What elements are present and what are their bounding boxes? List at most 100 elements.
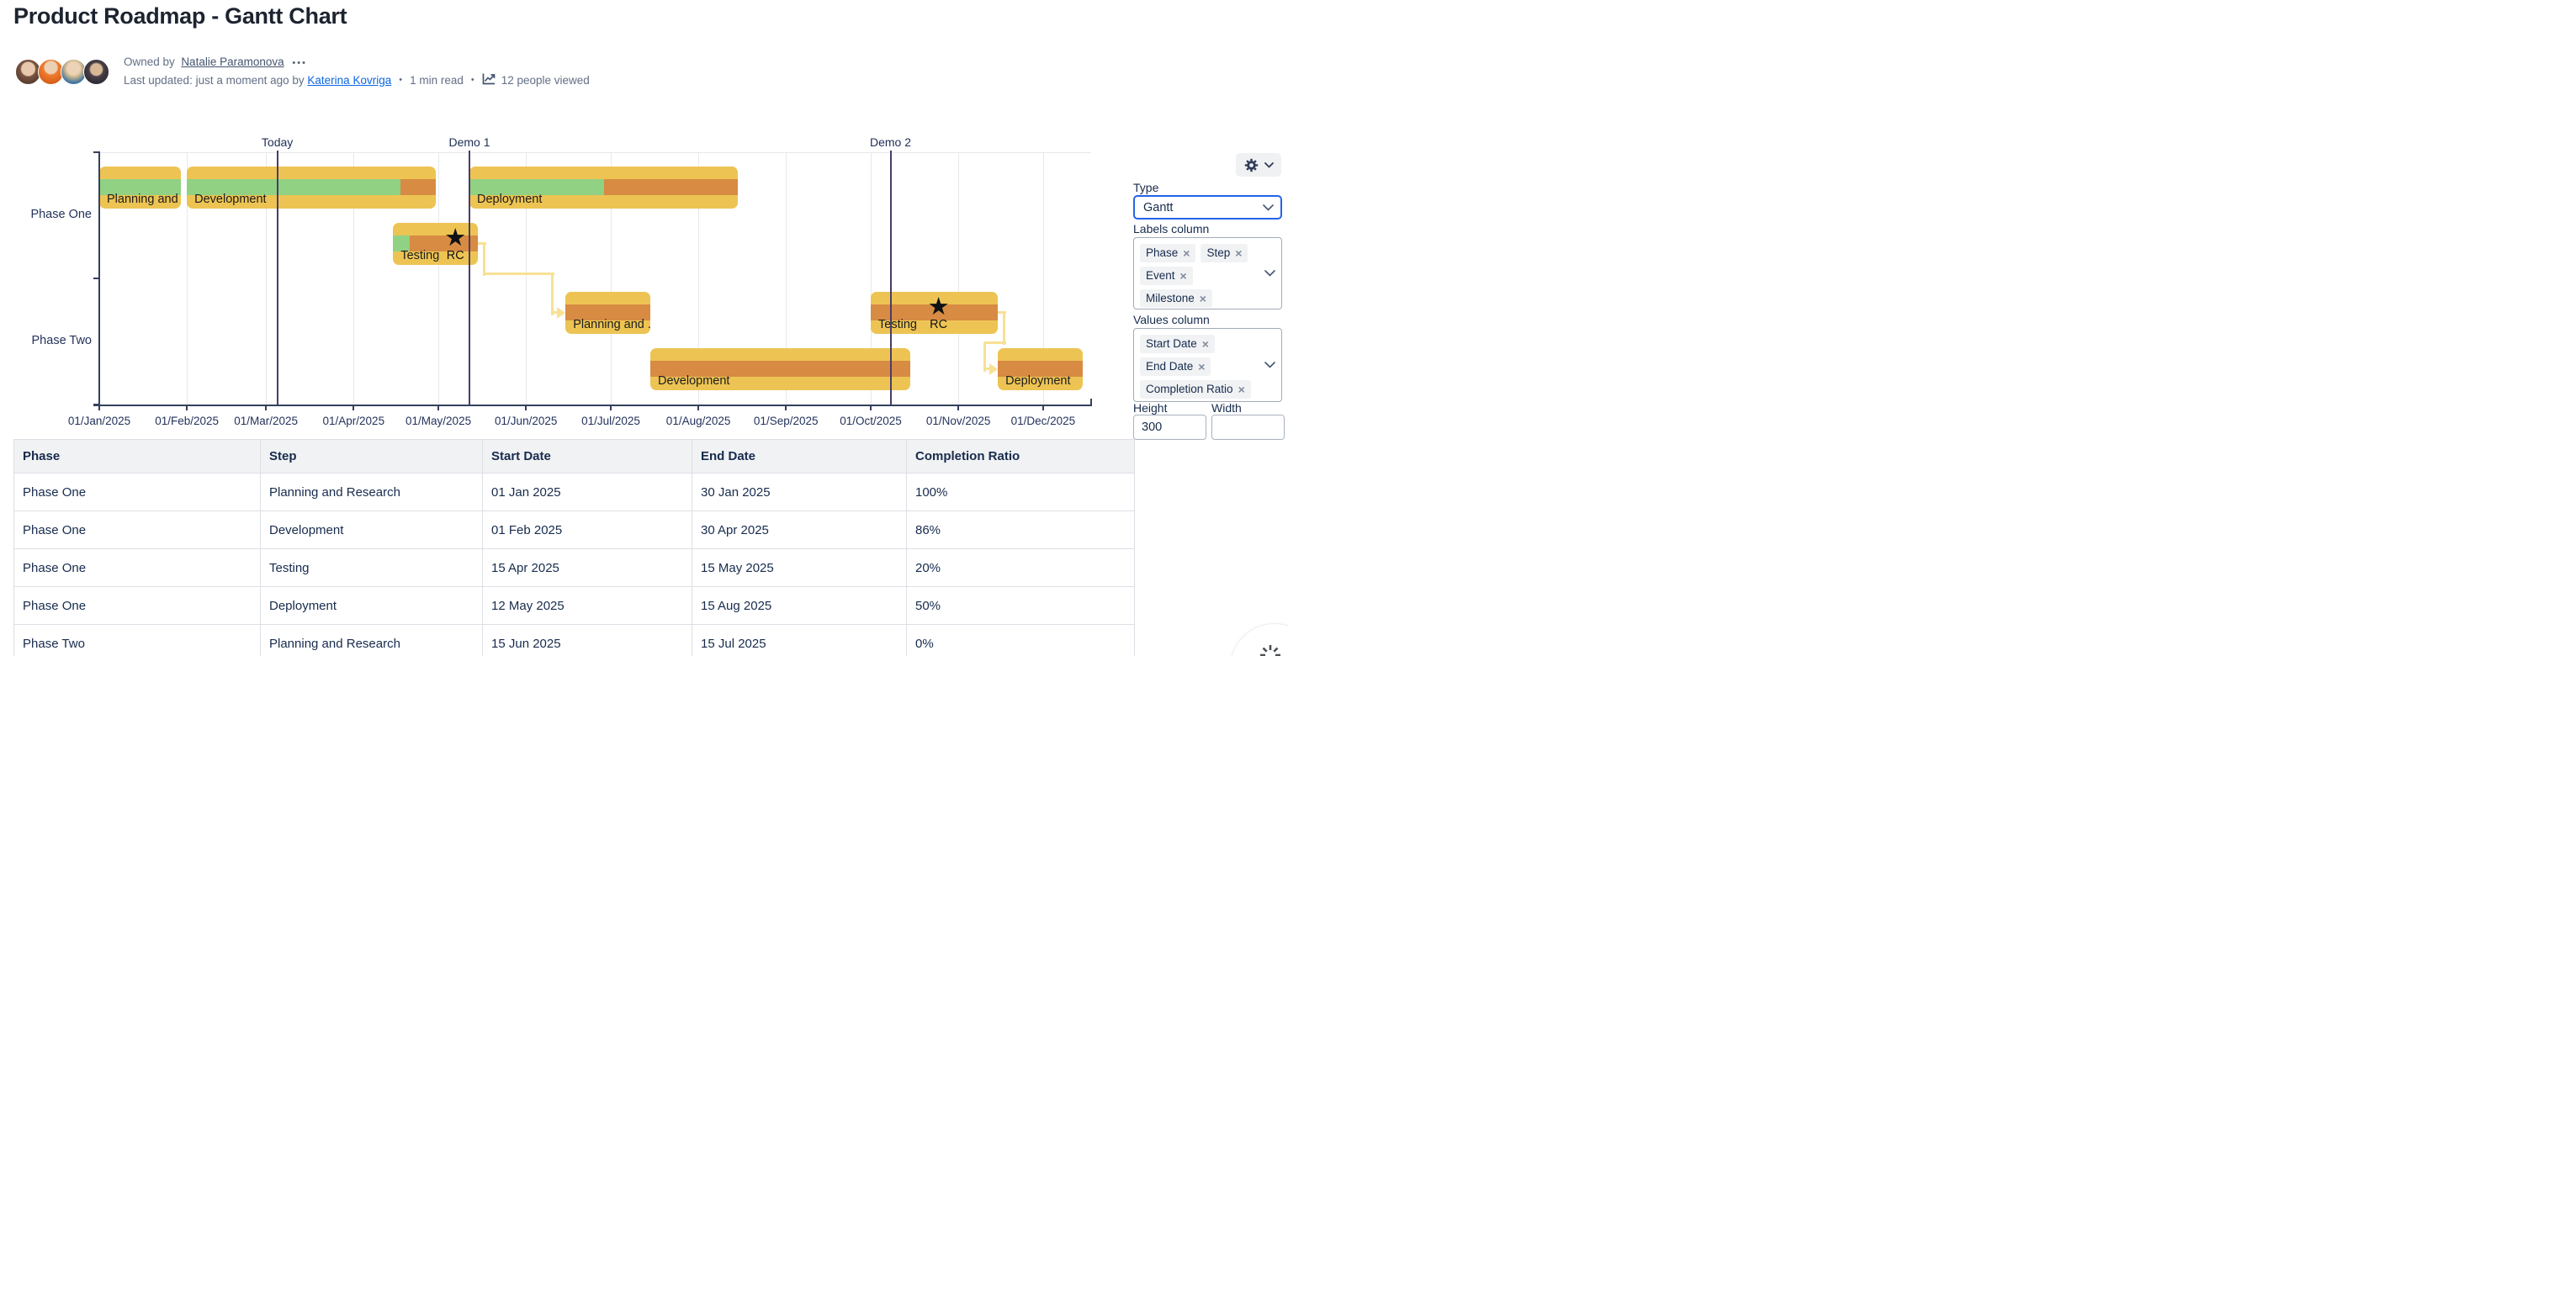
page-title: Product Roadmap - Gantt Chart: [13, 3, 347, 29]
gantt-progress-remaining: [604, 179, 739, 195]
chip-remove-icon[interactable]: ×: [1238, 382, 1245, 396]
avatar[interactable]: [38, 59, 64, 85]
milestone-star-icon[interactable]: ★: [444, 225, 467, 251]
chip-remove-icon[interactable]: ×: [1198, 359, 1206, 373]
connector-segment: [482, 243, 485, 276]
cell-end-date: 15 May 2025: [692, 548, 907, 587]
chip-label: End Date: [1146, 359, 1194, 373]
avatar[interactable]: [83, 59, 109, 85]
table-header-row: Phase Step Start Date End Date Completio…: [13, 439, 1135, 473]
connector-segment: [984, 368, 994, 370]
labels-column-multiselect[interactable]: Phase × Step × Event × Milestone ×: [1133, 237, 1282, 309]
table-row: Phase One Development 01 Feb 2025 30 Apr 20…: [13, 511, 1135, 549]
x-tick-label: 01/Mar/2025: [234, 415, 299, 427]
connector-segment: [983, 342, 986, 372]
gantt-bar[interactable]: Planning and ...: [99, 167, 182, 209]
gantt-bar[interactable]: Planning and ...: [565, 292, 650, 334]
connector-segment: [998, 311, 1007, 314]
values-column-multiselect[interactable]: Start Date × End Date × Completion Ratio ×: [1133, 328, 1282, 402]
x-tick-label: 01/Dec/2025: [1010, 415, 1076, 427]
milestone-label: RC: [930, 318, 948, 331]
gantt-grid-line: [526, 152, 527, 405]
cell-step: Development: [260, 511, 483, 549]
x-axis-line: [93, 405, 1092, 406]
x-tick-label: 01/Feb/2025: [155, 415, 220, 427]
gantt-progress-done: [469, 179, 605, 195]
x-tick-label: 01/Nov/2025: [925, 415, 991, 427]
gantt-bar[interactable]: Deployment: [469, 167, 739, 209]
gantt-bar-label: Testing: [878, 318, 917, 331]
x-axis-tick: [352, 405, 355, 410]
chip-remove-icon[interactable]: ×: [1199, 291, 1206, 305]
chip-label: Completion Ratio: [1146, 382, 1233, 395]
chip-remove-icon[interactable]: ×: [1179, 268, 1187, 283]
avatar[interactable]: [15, 59, 41, 85]
milestone-star-icon[interactable]: ★: [927, 294, 950, 320]
x-axis-tick: [785, 405, 787, 410]
x-axis-tick: [609, 405, 612, 410]
gantt-grid-line: [698, 152, 700, 405]
chip-remove-icon[interactable]: ×: [1201, 336, 1209, 351]
connector-segment: [484, 272, 555, 275]
gantt-bar-label: Development: [194, 193, 267, 206]
height-label: Height: [1133, 401, 1168, 415]
chip-remove-icon[interactable]: ×: [1235, 246, 1243, 260]
gantt-progress-remaining: [871, 304, 999, 320]
column-header-end-date: End Date: [692, 439, 907, 473]
cell-phase: Phase One: [13, 473, 261, 511]
gantt-markers-layer: Today Demo 1 Demo 2: [0, 0, 1288, 437]
gantt-bar[interactable]: Testing: [393, 223, 479, 265]
chip-label: Step: [1206, 246, 1231, 259]
gantt-bar[interactable]: Deployment: [998, 348, 1083, 390]
loading-bubble: [1230, 623, 1288, 656]
height-input[interactable]: [1133, 415, 1206, 440]
owner-link[interactable]: Natalie Paramonova: [181, 56, 284, 68]
gantt-bar-label: Deployment: [477, 193, 543, 206]
x-axis-tick: [98, 405, 100, 410]
more-options-dots[interactable]: •••: [292, 58, 307, 68]
gantt-grid-line: [438, 152, 440, 405]
chevron-down-icon: [1263, 201, 1274, 214]
chevron-down-icon[interactable]: [1264, 266, 1275, 281]
chevron-down-icon[interactable]: [1264, 357, 1275, 373]
cell-step: Deployment: [260, 586, 483, 625]
x-axis-tick: [957, 405, 960, 410]
loading-spinner-icon: [1260, 645, 1280, 656]
width-input[interactable]: [1211, 415, 1285, 440]
gantt-progress-remaining: [410, 235, 479, 251]
connector-segment: [550, 273, 554, 315]
values-column-label: Values column: [1133, 313, 1210, 326]
cell-end-date: 30 Jan 2025: [692, 473, 907, 511]
x-tick-label: 01/Sep/2025: [753, 415, 819, 427]
gantt-bar[interactable]: Development: [187, 167, 436, 209]
x-axis-end-tick: [1090, 399, 1092, 405]
cell-step: Testing: [260, 548, 483, 587]
marker-line: [276, 151, 278, 405]
marker-line: [889, 151, 892, 405]
marker-label: Today: [261, 135, 294, 149]
gantt-bar[interactable]: Testing: [871, 292, 999, 334]
dot-separator: •: [399, 75, 403, 85]
gantt-axis-layer: 01/Jan/2025 01/Feb/2025 01/Mar/2025 01/Apr/…: [0, 0, 1288, 437]
width-label: Width: [1211, 401, 1242, 415]
phase-label: Phase One: [30, 208, 92, 221]
macro-settings-button[interactable]: [1236, 153, 1281, 177]
table-row: Phase Two Planning and Research 15 Jun 202…: [13, 624, 1135, 656]
cell-phase: Phase One: [13, 511, 261, 549]
chip-remove-icon[interactable]: ×: [1183, 246, 1190, 260]
x-tick-label: 01/Apr/2025: [322, 415, 385, 427]
avatar-group[interactable]: [15, 59, 109, 85]
marker-label: Demo 1: [448, 135, 490, 149]
gantt-bar-label: Testing: [400, 249, 440, 262]
x-tick-label: 01/May/2025: [405, 415, 472, 427]
gantt-progress-remaining: [998, 361, 1083, 377]
byline-owner-row: Owned by Natalie Paramonova •••: [124, 56, 307, 68]
type-select[interactable]: Gantt: [1133, 195, 1282, 220]
confluence-page: Product Roadmap - Gantt Chart Owned by N…: [0, 0, 1288, 656]
gantt-progress-remaining: [400, 179, 436, 195]
updater-link[interactable]: Katerina Kovriga: [307, 73, 392, 87]
avatar[interactable]: [61, 59, 87, 85]
gantt-bar[interactable]: Development: [650, 348, 911, 390]
gantt-bar-label: Deployment: [1005, 374, 1071, 388]
chip-label: Milestone: [1146, 291, 1195, 304]
